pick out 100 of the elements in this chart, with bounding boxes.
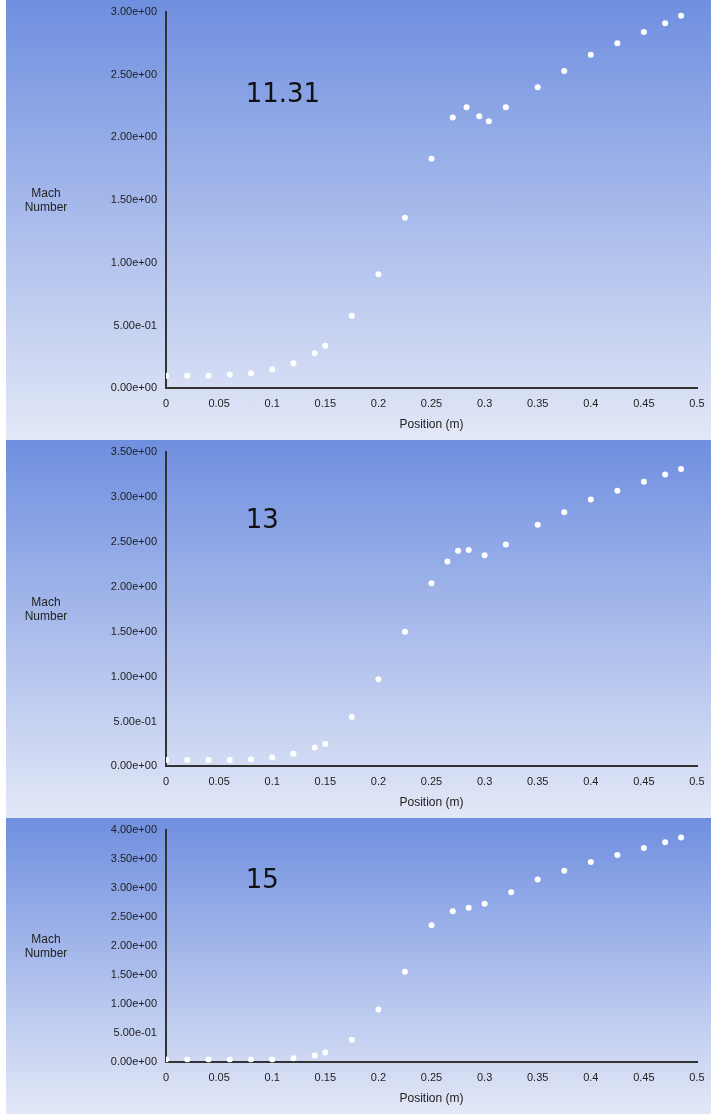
point [205, 1056, 212, 1063]
point [587, 858, 594, 865]
x-tick-label: 0.15 [314, 397, 337, 410]
x-tick-label: 0.25 [420, 1071, 443, 1084]
point [481, 552, 488, 559]
point [322, 342, 329, 349]
x-axis-title: Position (m) [399, 795, 464, 810]
point [502, 104, 509, 111]
x-tick-label: 0.5 [689, 1071, 705, 1084]
x-tick-label: 0.25 [420, 397, 443, 410]
point [476, 113, 483, 120]
point [269, 754, 276, 761]
point [290, 1055, 297, 1062]
x-tick-label: 0.4 [583, 397, 599, 410]
point [455, 547, 462, 554]
point [226, 371, 233, 378]
point [226, 757, 233, 764]
x-tick-label: 0.2 [370, 397, 387, 410]
point [348, 1036, 355, 1043]
y-tick-label: 0.00e+00 [110, 1055, 157, 1068]
point [311, 350, 318, 357]
x-tick-label: 0.3 [476, 775, 493, 788]
point [322, 1049, 329, 1056]
point [428, 155, 435, 162]
x-tick-label: 0.05 [208, 775, 230, 788]
point [247, 756, 254, 763]
point [614, 487, 621, 494]
point [534, 521, 541, 528]
point [640, 29, 647, 36]
point [561, 867, 568, 874]
x-tick-label: 0 [162, 775, 170, 788]
x-tick-label: 0 [162, 397, 170, 410]
y-tick-label: 2.00e+00 [110, 579, 157, 592]
point [247, 370, 254, 377]
y-tick-label: 3.00e+00 [110, 5, 157, 18]
point [348, 312, 355, 319]
point [428, 922, 435, 929]
y-tick-label: 4.00e+00 [110, 823, 157, 836]
y-tick-label: 2.50e+00 [110, 534, 157, 547]
point [401, 214, 408, 221]
y-tick-label: 2.50e+00 [110, 910, 157, 923]
x-tick-label: 0.45 [633, 397, 655, 410]
y-tick-label: 5.00e-01 [113, 318, 157, 331]
point [587, 51, 594, 58]
point [561, 509, 568, 516]
y-axis-title: Mach Number [24, 594, 68, 623]
point [290, 750, 297, 757]
point [311, 1052, 318, 1059]
annotation: 15 [245, 863, 279, 894]
x-tick-label: 0.1 [264, 1071, 280, 1084]
point [184, 372, 191, 379]
x-tick-label: 0.05 [208, 397, 230, 410]
point [534, 84, 541, 91]
y-tick-label: 3.50e+00 [110, 445, 157, 458]
point [662, 20, 669, 27]
x-tick-label: 0.35 [526, 775, 549, 788]
point [348, 713, 355, 720]
x-tick-label: 0 [162, 1071, 170, 1084]
point [449, 114, 456, 121]
point [587, 496, 594, 503]
point [640, 478, 647, 485]
point [449, 908, 456, 915]
point [678, 12, 685, 19]
x-tick-label: 0.2 [370, 1071, 387, 1084]
point [184, 757, 191, 764]
point [678, 834, 685, 841]
x-tick-label: 0.35 [526, 397, 549, 410]
y-tick-label: 2.00e+00 [110, 939, 157, 952]
point [465, 546, 472, 553]
point [375, 271, 382, 278]
point [401, 968, 408, 975]
x-tick-label: 0.2 [370, 775, 387, 788]
point [662, 839, 669, 846]
y-tick-label: 5.00e-01 [113, 714, 157, 727]
y-axis-title: Mach Number [24, 185, 68, 214]
y-tick-label: 3.00e+00 [110, 489, 157, 502]
point [401, 628, 408, 635]
y-tick-label: 1.50e+00 [110, 624, 157, 637]
point [614, 851, 621, 858]
point [269, 366, 276, 373]
y-tick-label: 3.00e+00 [110, 881, 157, 894]
x-tick-label: 0.35 [526, 1071, 549, 1084]
point [226, 1056, 233, 1063]
x-tick-label: 0.45 [633, 775, 655, 788]
point [640, 845, 647, 852]
point [428, 580, 435, 587]
x-tick-label: 0.1 [264, 397, 280, 410]
point [678, 466, 685, 473]
point [561, 67, 568, 74]
x-axis-title: Position (m) [399, 1091, 464, 1106]
x-tick-label: 0.1 [264, 775, 280, 788]
point [322, 740, 329, 747]
x-axis-title: Position (m) [399, 417, 464, 432]
x-tick-label: 0.3 [476, 1071, 493, 1084]
y-axis-title: Mach Number [24, 931, 68, 960]
annotation: 11.31 [245, 77, 321, 108]
annotation: 13 [245, 503, 279, 534]
y-tick-label: 1.00e+00 [110, 669, 157, 682]
point [311, 744, 318, 751]
point [205, 372, 212, 379]
